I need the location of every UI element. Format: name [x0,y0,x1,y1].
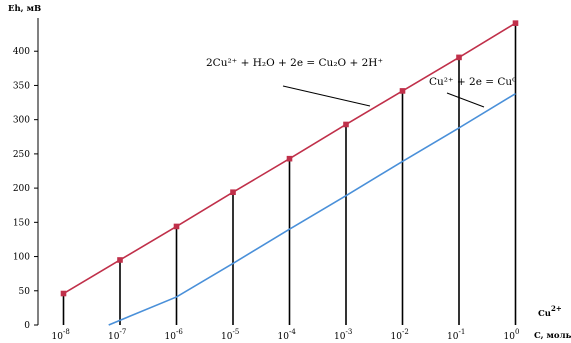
x-tick-exponent: -1 [458,328,465,336]
x-tick-label: 10-6 [165,328,184,342]
x-tick-base: 10 [52,332,64,342]
data-point-marker [399,88,406,94]
y-tick-label: 0 [24,321,30,331]
y-tick-label: 150 [13,218,30,228]
y-tick-label: 350 [13,81,30,91]
data-point-marker [117,257,123,263]
x-tick-label: 10-1 [447,328,465,342]
y-axis: 0 50 100 150 200 250 300 350 400 [13,18,39,331]
equation-pointer-blue [446,92,485,108]
x-tick-exponent: -7 [119,328,126,336]
equation-label-red: 2Cu²⁺ + H₂O + 2e = Cu₂O + 2H⁺ [206,57,383,69]
equation-label-blue: Cu²⁺ + 2e = Cu⁰ [429,76,516,88]
y-tick-label: 200 [13,184,30,194]
x-tick-label: 10-3 [334,328,352,342]
x-tick-label: 100 [504,328,520,342]
series-line-1 [108,92,516,326]
x-tick-label: 10-2 [391,328,409,342]
y-tick-group: 0 50 100 150 200 250 300 350 400 [13,47,38,331]
x-tick-exponent: -8 [63,328,70,336]
x-tick-base: 10 [447,332,459,342]
x-tick-label: 10-4 [278,328,297,342]
equation-pointer-red [282,85,371,107]
data-point-marker [286,155,293,162]
y-tick-label: 50 [19,287,31,297]
x-tick-base: 10 [108,332,120,342]
x-tick-group: 10-8 10-7 10-6 10-5 10-4 10-3 10-2 10-1 100 [52,328,520,342]
x-tick-label: 10-7 [108,328,126,342]
x-axis-label: C, моль/л [534,331,571,341]
series-group [60,20,519,326]
y-axis-label: Eh, мВ [8,4,41,14]
data-point-marker [512,20,519,26]
x-tick-base: 10 [165,332,177,342]
data-point-marker [230,189,236,196]
x-tick-exponent: -6 [176,328,183,336]
x-tick-exponent: -3 [345,328,352,336]
equation-annotation-red: 2Cu²⁺ + H₂O + 2e = Cu₂O + 2H⁺ [206,57,383,107]
x-tick-base: 10 [334,332,346,342]
x-tick-label: 10-8 [52,328,70,342]
x-tick-base: 10 [504,332,516,342]
data-point-marker [343,121,349,128]
x-tick-base: 10 [278,332,290,342]
y-tick-label: 300 [13,116,30,126]
data-point-marker [456,54,462,61]
x-tick-exponent: -5 [232,328,239,336]
x-tick-exponent: 0 [515,328,519,336]
y-tick-label: 400 [13,47,30,57]
x-tick-base: 10 [391,332,403,342]
y-tick-label: 100 [13,253,30,263]
x-tick-base: 10 [221,332,233,342]
data-point-marker [60,290,67,297]
x-tick-exponent: -2 [402,328,409,336]
y-tick-label: 250 [13,150,30,160]
drop-line-group [62,23,517,325]
x-tick-label: 10-5 [221,328,239,342]
equation-annotation-blue: Cu²⁺ + 2e = Cu⁰ [429,76,516,108]
x-tick-exponent: -4 [289,328,296,336]
data-point-marker [173,223,180,230]
x-axis-species-label: Cu2+ [538,304,562,319]
